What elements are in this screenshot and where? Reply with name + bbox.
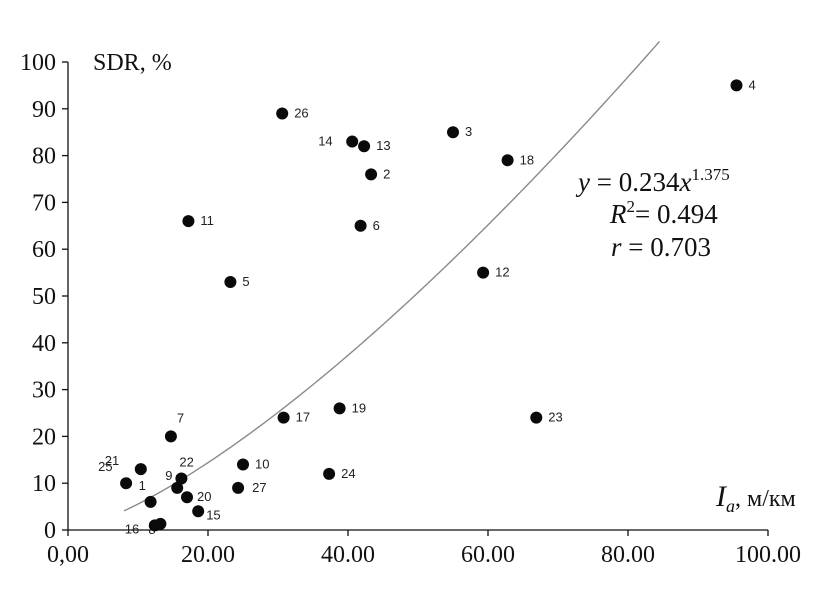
r2-symbol: R bbox=[609, 199, 627, 229]
data-point-label: 6 bbox=[373, 218, 380, 233]
x-tick-label: 60.00 bbox=[461, 542, 515, 568]
data-point-label: 14 bbox=[318, 134, 332, 149]
data-point bbox=[346, 135, 359, 148]
r-value: = 0.703 bbox=[622, 232, 711, 262]
y-tick-label: 50 bbox=[32, 284, 56, 310]
y-tick-label: 90 bbox=[32, 97, 56, 123]
data-point-label: 13 bbox=[376, 138, 390, 153]
data-point-label: 23 bbox=[548, 410, 562, 425]
data-point bbox=[144, 495, 157, 508]
data-point-label: 1 bbox=[139, 478, 146, 493]
data-point-label: 24 bbox=[341, 466, 355, 481]
y-tick-label: 20 bbox=[32, 424, 56, 450]
data-point bbox=[237, 458, 249, 471]
data-point-label: 7 bbox=[177, 410, 184, 425]
data-point-label: 9 bbox=[165, 468, 172, 483]
y-tick-label: 10 bbox=[32, 471, 56, 497]
data-point bbox=[354, 219, 367, 232]
data-point bbox=[730, 79, 743, 92]
data-point-label: 18 bbox=[520, 152, 534, 167]
eq-exponent: 1.375 bbox=[691, 165, 729, 184]
x-tick-label: 80.00 bbox=[601, 542, 655, 568]
y-tick-label: 0 bbox=[44, 518, 56, 544]
data-point bbox=[181, 491, 193, 504]
data-point-label: 4 bbox=[749, 77, 756, 92]
data-point-label: 2 bbox=[383, 166, 390, 181]
data-point-label: 12 bbox=[495, 265, 509, 280]
y-tick-label: 30 bbox=[32, 378, 56, 404]
data-point-label: 15 bbox=[206, 507, 220, 522]
data-point bbox=[277, 411, 290, 424]
data-point bbox=[232, 481, 245, 494]
data-point-label: 21 bbox=[105, 453, 119, 468]
r-line: r = 0.703 bbox=[611, 232, 711, 262]
data-point-label: 22 bbox=[179, 455, 193, 470]
x-ticks: 0,00 20.00 40.00 60.00 80.00 100.00 bbox=[47, 530, 801, 568]
data-point bbox=[192, 505, 205, 518]
data-point bbox=[477, 266, 490, 279]
data-point bbox=[171, 481, 184, 494]
data-point-label: 26 bbox=[294, 105, 308, 120]
data-point-label: 17 bbox=[296, 410, 310, 425]
equation-line: y = 0.234x1.375 bbox=[575, 165, 730, 197]
r2-value: = 0.494 bbox=[635, 199, 718, 229]
data-point-label: 5 bbox=[242, 274, 249, 289]
data-point bbox=[120, 477, 133, 490]
data-point-label: 16 bbox=[125, 521, 139, 536]
y-tick-label: 60 bbox=[32, 237, 56, 263]
data-point bbox=[323, 467, 336, 480]
data-point-label: 20 bbox=[197, 489, 211, 504]
data-point-label: 3 bbox=[465, 124, 472, 139]
y-ticks: 0 10 20 30 40 50 60 70 80 90 100 bbox=[20, 50, 68, 544]
x-tick-label: 0,00 bbox=[47, 542, 89, 568]
y-tick-label: 40 bbox=[32, 331, 56, 357]
data-point bbox=[182, 215, 195, 228]
data-point-label: 27 bbox=[252, 480, 266, 495]
y-tick-label: 80 bbox=[32, 144, 56, 170]
data-point bbox=[365, 168, 378, 181]
data-point bbox=[175, 472, 188, 485]
y-axis-title: SDR, % bbox=[93, 50, 172, 76]
data-point bbox=[224, 275, 237, 288]
data-point-label: 19 bbox=[352, 400, 366, 415]
x-axis-title: Ia, м/км bbox=[715, 480, 796, 516]
data-point bbox=[530, 411, 543, 424]
data-point bbox=[358, 140, 371, 153]
r-symbol: r bbox=[611, 232, 622, 262]
axes bbox=[67, 62, 768, 531]
data-point bbox=[164, 430, 177, 443]
x-tick-label: 100.00 bbox=[735, 542, 801, 568]
x-tick-label: 40.00 bbox=[321, 542, 375, 568]
data-point bbox=[148, 519, 161, 532]
eq-y: y bbox=[575, 167, 590, 197]
x-tick-label: 20.00 bbox=[181, 542, 235, 568]
x-axis-title-symbol: I bbox=[715, 480, 728, 513]
data-point-label: 10 bbox=[255, 456, 269, 471]
x-axis-title-subscript: a bbox=[726, 496, 735, 516]
data-point bbox=[333, 402, 346, 415]
y-tick-label: 70 bbox=[32, 190, 56, 216]
data-point bbox=[501, 154, 514, 167]
data-points: 1234567891011121314151617181920212223242… bbox=[98, 77, 756, 537]
data-point-label: 25 bbox=[98, 459, 112, 474]
r2-superscript: 2 bbox=[627, 197, 636, 216]
eq-x: x bbox=[678, 167, 691, 197]
data-point bbox=[447, 126, 459, 139]
trend-equation: y = 0.234x1.375 R2= 0.494 r = 0.703 bbox=[575, 165, 730, 262]
y-tick-label: 100 bbox=[20, 50, 56, 76]
data-point bbox=[134, 463, 147, 476]
data-point bbox=[276, 107, 289, 120]
x-axis-title-unit: , м/км bbox=[735, 486, 796, 512]
eq-coefficient: = 0.234 bbox=[590, 167, 680, 197]
r-squared-line: R2= 0.494 bbox=[609, 197, 718, 229]
data-point-label: 11 bbox=[200, 213, 214, 228]
power-trendline bbox=[123, 41, 661, 512]
